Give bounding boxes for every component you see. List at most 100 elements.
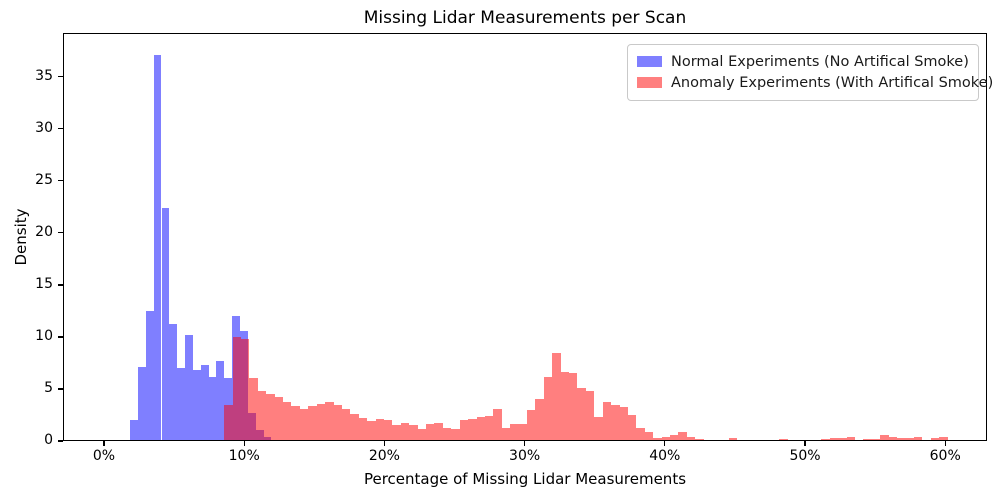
histogram-bar-anomaly	[560, 372, 570, 440]
histogram-bar-anomaly	[383, 420, 393, 440]
histogram-bar-normal	[161, 207, 170, 440]
histogram-bar-anomaly	[493, 408, 502, 440]
legend-label-normal: Normal Experiments (No Artifical Smoke)	[671, 53, 969, 70]
x-tick-mark	[383, 441, 386, 446]
histogram-bar-anomaly	[569, 373, 578, 440]
histogram-bar-anomaly	[299, 408, 309, 440]
y-tick-mark	[58, 336, 63, 338]
histogram-bar-anomaly	[838, 437, 847, 440]
y-tick-label: 15	[35, 275, 53, 292]
histogram-bar-anomaly	[585, 391, 595, 440]
histogram-bar-anomaly	[930, 437, 940, 440]
y-tick-label: 25	[35, 171, 53, 188]
histogram-bar-normal	[208, 376, 217, 440]
histogram-bar-anomaly	[670, 435, 679, 440]
histogram-bar-anomaly	[897, 438, 906, 440]
histogram-bar-normal	[145, 310, 154, 440]
histogram-bar-normal	[177, 368, 186, 440]
histogram-bar-anomaly	[627, 415, 637, 440]
x-tick-label: 20%	[368, 448, 400, 464]
histogram-bar-normal	[192, 370, 201, 440]
histogram-bar-normal	[216, 360, 225, 440]
histogram-bar-normal	[200, 365, 209, 440]
x-tick-mark	[944, 441, 946, 446]
histogram-bar-anomaly	[308, 405, 317, 440]
histogram-bar-anomaly	[249, 377, 258, 440]
histogram-bar-normal	[153, 54, 162, 440]
histogram-bar-anomaly	[821, 438, 830, 440]
histogram-bar-anomaly	[358, 418, 368, 440]
legend: Normal Experiments (No Artifical Smoke) …	[627, 44, 993, 101]
histogram-bar-normal	[185, 334, 193, 440]
histogram-bar-anomaly	[367, 421, 376, 440]
histogram-bar-anomaly	[341, 408, 351, 440]
x-tick-mark	[523, 441, 526, 446]
histogram-bar-anomaly	[518, 424, 527, 440]
y-tick-label: 0	[44, 432, 53, 448]
histogram-bar-anomaly	[232, 336, 241, 440]
histogram-bar-anomaly	[594, 417, 603, 440]
x-tick-label: 0%	[92, 448, 116, 464]
histogram-bar-anomaly	[905, 438, 914, 440]
histogram-bar-anomaly	[611, 404, 620, 440]
histogram-bar-anomaly	[325, 401, 334, 440]
histogram-bar-anomaly	[535, 399, 544, 440]
histogram-bar-anomaly	[695, 438, 704, 440]
histogram-bar-anomaly	[417, 428, 427, 440]
x-tick-mark	[243, 441, 245, 446]
histogram-bar-anomaly	[619, 406, 628, 440]
histogram-bar-anomaly	[459, 420, 469, 440]
histogram-bar-anomaly	[913, 437, 923, 440]
histogram-bar-normal	[169, 324, 178, 440]
histogram-bar-anomaly	[257, 391, 267, 440]
histogram-bar-anomaly	[501, 427, 511, 440]
x-tick-mark	[664, 441, 666, 446]
x-axis-label: Percentage of Missing Lidar Measurements	[363, 470, 687, 488]
y-tick-mark	[58, 440, 63, 442]
x-tick-label: 30%	[509, 448, 541, 464]
histogram-bar-anomaly	[888, 436, 898, 440]
legend-item-normal: Normal Experiments (No Artifical Smoke)	[637, 51, 969, 72]
histogram-bar-anomaly	[451, 428, 460, 440]
histogram-bar-anomaly	[602, 401, 612, 440]
y-tick-mark	[58, 232, 63, 234]
anomaly-series-bars	[64, 34, 986, 440]
histogram-bar-anomaly	[644, 431, 654, 440]
histogram-bar-anomaly	[266, 394, 275, 440]
histogram-bar-anomaly	[871, 438, 881, 440]
histogram-bar-anomaly	[442, 427, 452, 440]
x-tick-mark	[804, 441, 806, 446]
histogram-bar-anomaly	[316, 403, 326, 440]
histogram-bar-anomaly	[476, 417, 485, 440]
y-tick-label: 30	[35, 119, 53, 136]
histogram-bar-anomaly	[468, 419, 477, 440]
histogram-bar-anomaly	[274, 397, 284, 440]
histogram-bar-anomaly	[350, 413, 359, 440]
x-tick-mark	[103, 441, 105, 446]
x-tick-label: 50%	[789, 448, 821, 464]
histogram-bar-anomaly	[400, 423, 410, 440]
histogram-bar-anomaly	[653, 438, 662, 440]
histogram-bar-normal	[137, 367, 146, 440]
y-tick-mark	[58, 76, 63, 78]
histogram-bar-anomaly	[779, 438, 788, 440]
x-tick-label: 60%	[929, 448, 961, 464]
y-tick-label: 5	[44, 379, 53, 396]
histogram-bar-anomaly	[392, 425, 401, 440]
legend-label-anomaly: Anomaly Experiments (With Artifical Smok…	[671, 74, 994, 91]
histogram-bar-anomaly	[880, 434, 889, 440]
histogram-bar-anomaly	[527, 409, 536, 440]
legend-swatch-normal-icon	[637, 56, 662, 67]
histogram-bar-anomaly	[375, 419, 384, 440]
legend-swatch-anomaly-icon	[637, 77, 662, 88]
histogram-bar-anomaly	[686, 437, 696, 440]
plot-area: Normal Experiments (No Artifical Smoke) …	[63, 33, 993, 441]
x-tick-label: 10%	[228, 448, 260, 464]
histogram-bar-anomaly	[333, 404, 342, 440]
chart-title: Missing Lidar Measurements per Scan	[363, 8, 687, 28]
legend-item-anomaly: Anomaly Experiments (With Artifical Smok…	[637, 72, 993, 93]
histogram-bar-anomaly	[728, 438, 738, 440]
histogram-bar-anomaly	[426, 424, 435, 440]
y-tick-label: 20	[35, 223, 53, 240]
